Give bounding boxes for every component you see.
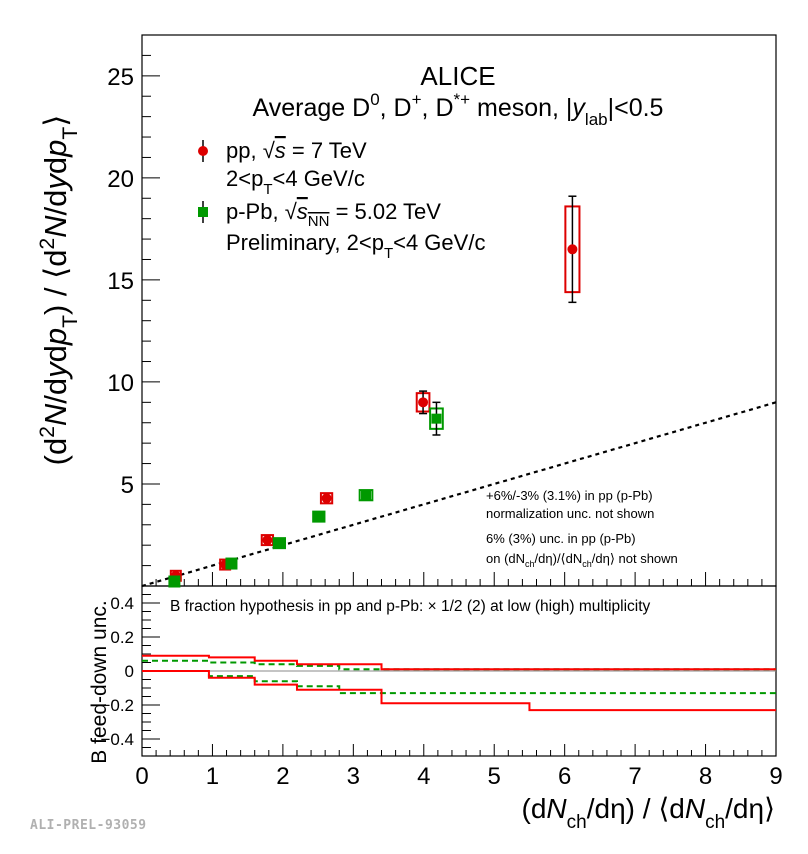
data-point: [169, 576, 180, 587]
experiment-label: ALICE: [420, 61, 495, 91]
top-y-tick-label: 5: [121, 472, 134, 499]
data-point: [313, 511, 324, 522]
x-tick-label: 1: [206, 763, 219, 790]
svg-text:Preliminary, 2<pT<4 GeV/c: Preliminary, 2<pT<4 GeV/c: [226, 230, 485, 262]
feeddown-pp-upper: [142, 654, 776, 671]
chart-title: Average D0, D+, D*+ meson, |ylab|<0.5: [253, 90, 664, 129]
data-point: [226, 558, 237, 569]
legend-entry-ppb: p-Pb, √sNN = 5.02 TeV Preliminary, 2<pT<…: [198, 199, 485, 262]
data-point: [567, 244, 578, 255]
series-ppb: [168, 401, 444, 588]
bottom-panel-title: B fraction hypothesis in pp and p-Pb: × …: [170, 598, 651, 615]
top-plot-frame: [141, 34, 777, 587]
x-tick-label: 2: [276, 763, 289, 790]
note-line-4: on (dNch/dη)/⟨dNch/dη⟩ not shown: [486, 551, 678, 569]
reference-diagonal-line: [141, 401, 777, 588]
data-point: [274, 538, 285, 549]
bottom-y-axis-title: B feed-down unc.: [88, 600, 111, 763]
x-tick-label: 4: [417, 763, 430, 790]
x-tick-label: 7: [628, 763, 641, 790]
top-y-axis: 5 10 15 20 25: [107, 54, 160, 567]
data-point: [361, 490, 372, 501]
top-y-tick-label: 15: [107, 268, 134, 295]
top-y-tick-label: 10: [107, 370, 134, 397]
x-axis: 0 1 2 3 4 5 6 7 8 9: [135, 572, 783, 790]
data-point: [262, 535, 273, 546]
svg-text:2<pT<4 GeV/c: 2<pT<4 GeV/c: [226, 166, 365, 198]
data-point: [431, 413, 442, 424]
data-series: [168, 195, 581, 588]
note-line-3: 6% (3%) unc. in pp (p-Pb): [486, 531, 636, 546]
svg-text:pp, √s = 7 TeV: pp, √s = 7 TeV: [226, 138, 367, 163]
syst-box: [358, 489, 374, 502]
bottom-y-tick-label: 0.2: [110, 628, 134, 647]
feeddown-pp-lower: [142, 670, 776, 712]
bottom-y-axis: 0.4 0.2 0 −0.2 −0.4: [100, 594, 160, 749]
syst-box: [319, 492, 334, 505]
y-axis-title: (d2N/dydpT) / ⟨d2N/dydpT⟩: [36, 115, 82, 466]
legend-marker-pp: [198, 146, 208, 156]
data-point: [418, 397, 429, 408]
feeddown-uncertainty-bands: [142, 654, 776, 712]
bottom-y-tick-label: 0: [125, 662, 134, 681]
feeddown-ppb-lower: [142, 670, 776, 695]
uncertainty-notes: +6%/-3% (3.1%) in pp (p-Pb) normalizatio…: [486, 488, 678, 569]
x-tick-label: 5: [488, 763, 501, 790]
x-tick-label: 0: [135, 763, 148, 790]
bottom-y-tick-label: −0.2: [100, 696, 134, 715]
preliminary-id: ALI-PREL-93059: [30, 818, 147, 833]
legend-marker-ppb: [198, 207, 208, 217]
top-y-tick-label: 20: [107, 166, 134, 193]
x-tick-label: 6: [558, 763, 571, 790]
data-point: [321, 493, 332, 504]
bottom-y-tick-label: −0.4: [100, 730, 134, 749]
legend-entry-pp: pp, √s = 7 TeV 2<pT<4 GeV/c: [198, 138, 367, 198]
feeddown-ppb-upper: [142, 659, 776, 671]
bottom-y-tick-label: 0.4: [110, 594, 134, 613]
svg-text:p-Pb, √sNN = 5.02 TeV: p-Pb, √sNN = 5.02 TeV: [226, 199, 441, 230]
x-tick-label: 8: [699, 763, 712, 790]
x-tick-label: 9: [769, 763, 782, 790]
x-tick-label: 3: [347, 763, 360, 790]
note-line-2: normalization unc. not shown: [486, 506, 654, 521]
x-axis-title: (dNch/dη) / ⟨dNch/dη⟩: [522, 793, 775, 833]
note-line-1: +6%/-3% (3.1%) in pp (p-Pb): [486, 488, 653, 503]
top-y-tick-label: 25: [107, 64, 134, 91]
